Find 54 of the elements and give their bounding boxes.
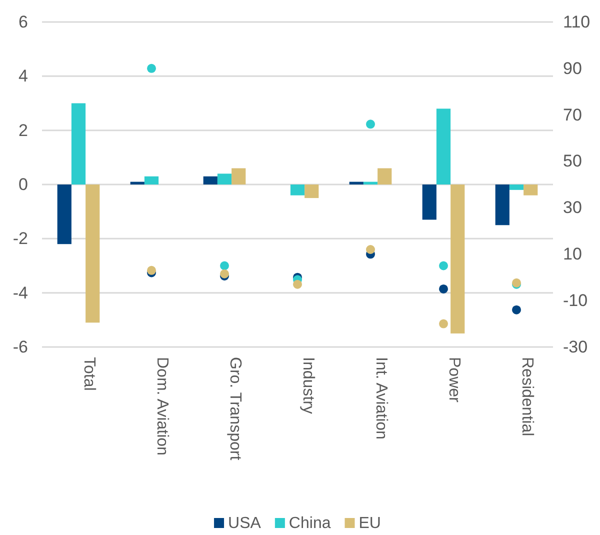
legend-label: USA [228, 515, 262, 532]
y2-tick-label: -30 [563, 337, 588, 356]
x-tick-label: Int. Aviation [372, 357, 390, 440]
bar [524, 184, 538, 196]
x-tick-label: Residential [518, 357, 536, 436]
point [366, 245, 375, 254]
bar [290, 184, 305, 196]
y2-tick-label: -10 [563, 291, 588, 310]
y-tick-label: -6 [12, 337, 28, 356]
bar [450, 184, 465, 334]
y-tick-label: 4 [18, 66, 28, 86]
x-tick-label: Power [446, 357, 462, 404]
y2-tick-label: 70 [563, 105, 582, 124]
bar [378, 168, 392, 184]
bar [495, 184, 510, 226]
point [439, 261, 448, 270]
x-tick-label: Total [80, 357, 98, 391]
y2-tick-label: 30 [563, 198, 582, 218]
bar [217, 174, 232, 184]
y-tick-label: 6 [18, 12, 28, 32]
bar [509, 184, 524, 190]
y-tick-label: -2 [12, 229, 28, 248]
point [366, 120, 375, 129]
x-tick-label: Gro. Transport [226, 357, 244, 461]
bar [232, 168, 246, 184]
y-tick-label: -4 [12, 283, 28, 302]
y2-tick-label: 110 [563, 12, 590, 32]
bar [422, 184, 436, 220]
bar [57, 184, 72, 244]
bar [436, 108, 451, 184]
bar [363, 182, 378, 184]
legend-label: EU [358, 515, 381, 532]
point [220, 261, 229, 270]
y2-tick-label: 50 [563, 152, 582, 171]
bar [349, 182, 364, 184]
bar [71, 103, 86, 184]
x-tick-label: Industry [300, 357, 316, 414]
point [439, 319, 448, 328]
y2-tick-label: 10 [563, 244, 582, 264]
bar [304, 184, 319, 198]
bar [130, 182, 144, 184]
point [147, 64, 156, 73]
y2-tick-label: 90 [563, 58, 582, 78]
x-tick-label: Dom. Aviation [154, 357, 170, 456]
bar [203, 176, 218, 184]
point [512, 305, 521, 314]
point [147, 266, 156, 275]
legend-label: China [288, 515, 331, 532]
y-tick-label: 2 [18, 120, 28, 140]
y-tick-label: 0 [18, 174, 28, 194]
bar [86, 184, 100, 323]
point [293, 280, 302, 289]
point [439, 284, 448, 294]
bar [144, 176, 159, 184]
